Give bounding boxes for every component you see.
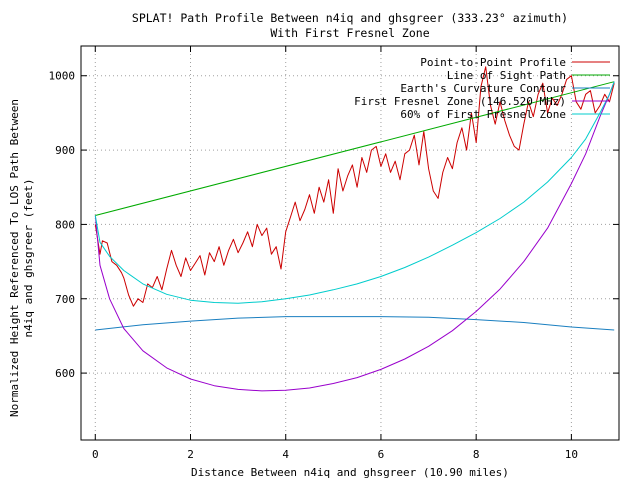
y-axis-label-line-2: n4iq and ghsgreer (feet) xyxy=(22,179,35,338)
legend-label-1: Point-to-Point Profile xyxy=(420,56,566,69)
series-line-2 xyxy=(95,81,615,216)
series-line-5 xyxy=(94,81,615,304)
y-tick-label: 600 xyxy=(55,367,75,380)
plot-border xyxy=(80,45,620,441)
x-axis-label: Distance Between n4iq and ghsgreer (10.9… xyxy=(191,466,509,479)
y-tick-label: 800 xyxy=(55,218,75,231)
legend-label-2: Line of Sight Path xyxy=(447,69,566,82)
chart-title-line-2: With First Fresnel Zone xyxy=(270,26,429,40)
legend-label-3: Earth's Curvature Contour xyxy=(400,82,566,95)
y-tick-label: 900 xyxy=(55,144,75,157)
y-tick-label: 1000 xyxy=(49,70,76,83)
chart-title-line-1: SPLAT! Path Profile Between n4iq and ghs… xyxy=(132,11,568,25)
y-tick-label: 700 xyxy=(55,293,75,306)
x-tick-label: 6 xyxy=(378,448,385,461)
y-axis-label-line-1: Normalized Height Referenced To LOS Path… xyxy=(8,99,21,417)
series-line-4 xyxy=(94,81,615,392)
x-tick-label: 10 xyxy=(565,448,578,461)
x-tick-label: 8 xyxy=(473,448,480,461)
legend-label-5: 60% of First Fresnel Zone xyxy=(400,108,566,121)
x-tick-label: 0 xyxy=(92,448,99,461)
x-tick-label: 4 xyxy=(282,448,289,461)
series-lines xyxy=(94,66,615,392)
axes: 0 2 4 6 8 10 600 700 800 900 1000 xyxy=(49,45,620,461)
legend-label-4: First Fresnel Zone (146.520 MHz) xyxy=(354,95,566,108)
x-tick-label: 2 xyxy=(187,448,194,461)
series-line-3 xyxy=(95,316,615,331)
series-line-1 xyxy=(94,66,615,307)
